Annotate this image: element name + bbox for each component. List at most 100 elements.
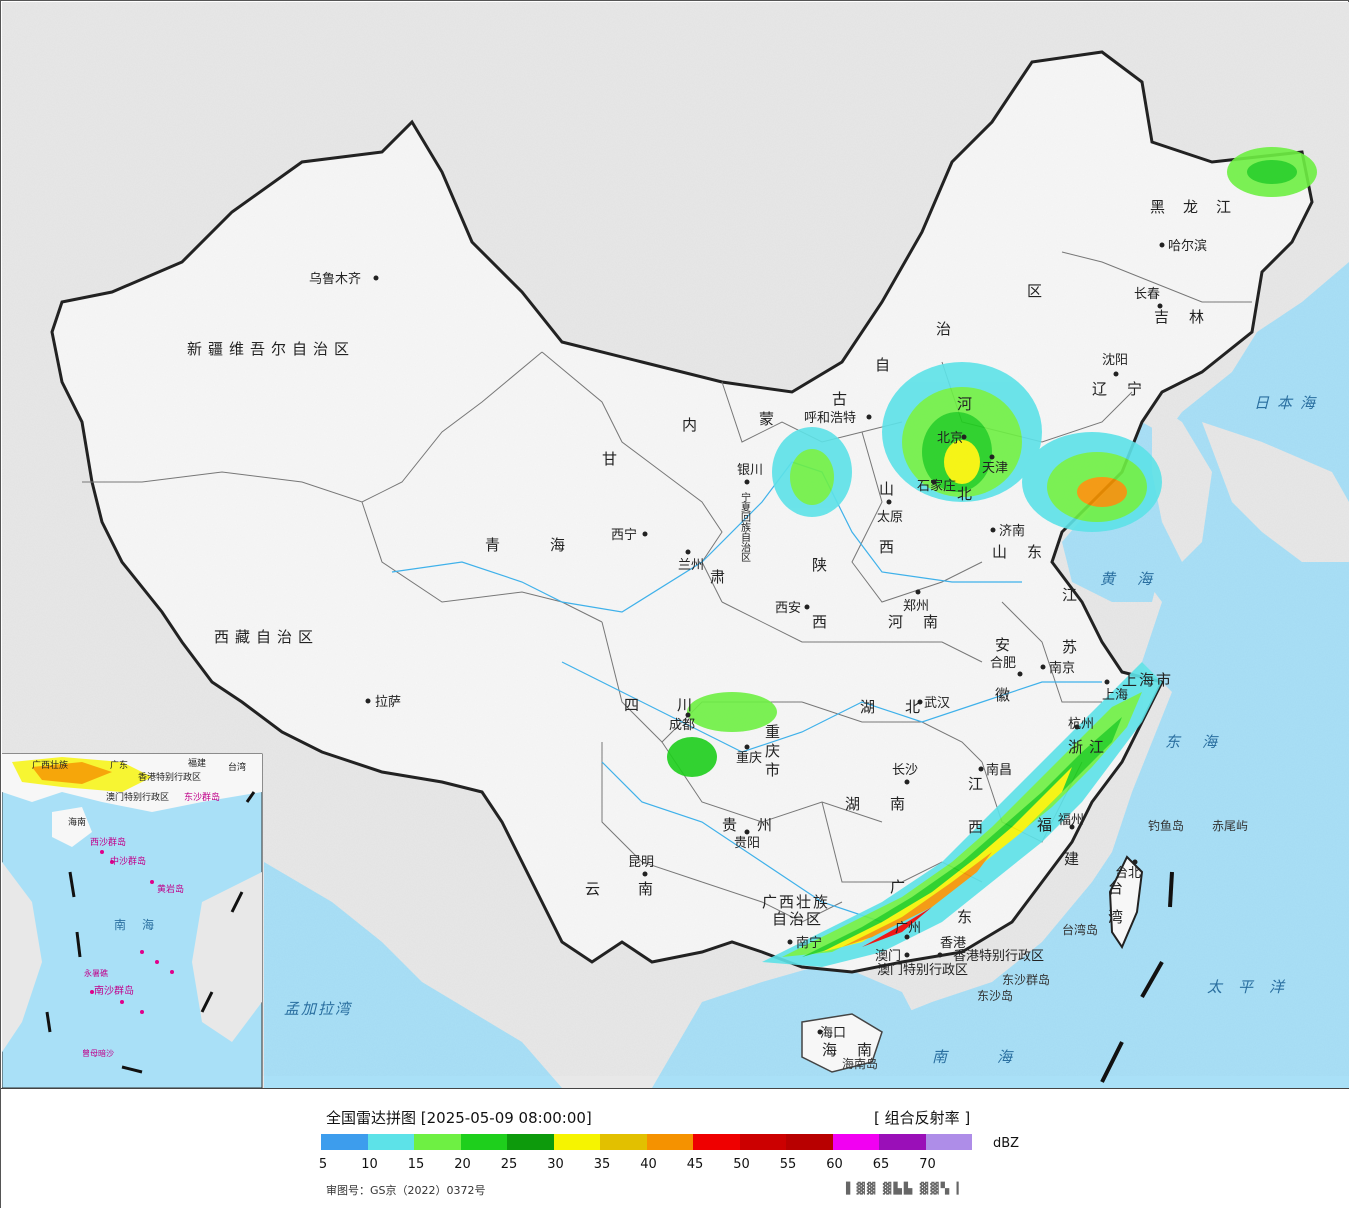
city-harbin: 哈尔滨 xyxy=(1168,238,1207,254)
label-gansu-2: 肃 xyxy=(710,568,731,586)
label-guangdong-2: 东 xyxy=(957,908,978,926)
city-hefei: 合肥 xyxy=(990,656,1016,671)
sea-east: 东海 xyxy=(1165,733,1239,751)
inset-nansha: 南沙群岛 xyxy=(94,984,134,997)
tick-label-20: 20 xyxy=(454,1157,471,1172)
tick-label-65: 65 xyxy=(872,1157,890,1172)
city-yinchuan: 银川 xyxy=(737,463,763,478)
city-taipei: 台北 xyxy=(1115,866,1141,881)
tick-label-5: 5 xyxy=(318,1157,328,1172)
city-shenyang: 沈阳 xyxy=(1102,353,1128,368)
tick-label-30: 30 xyxy=(547,1157,564,1172)
label-shanxi-2: 西 xyxy=(879,538,900,556)
color-segment-3 xyxy=(460,1134,507,1150)
inset-yongshu: 永暑礁 xyxy=(84,968,108,978)
city-changsha: 长沙 xyxy=(892,763,918,778)
radar-echoes xyxy=(667,147,1317,967)
label-shaanxi-2: 西 xyxy=(812,613,833,631)
label-henan: 河南 xyxy=(888,613,958,631)
legend-title: 全国雷达拼图 [2025-05-09 08:00:00] xyxy=(326,1109,592,1127)
label-hainan: 海南 xyxy=(822,1041,892,1059)
label-jiangxi-1: 江 xyxy=(968,775,989,793)
color-segment-9 xyxy=(739,1134,786,1150)
city-shijiazhuang: 石家庄 xyxy=(917,478,956,494)
label-hubei: 湖北 xyxy=(860,698,950,716)
city-shanghai: 上海 xyxy=(1102,688,1128,703)
label-xizang: 西藏自治区 xyxy=(214,628,319,646)
tick-label-50: 50 xyxy=(733,1157,750,1172)
inset-hk: 香港特别行政区 xyxy=(138,771,201,783)
island-labels: 钓鱼岛 赤尾屿 台湾岛 东沙群岛 东沙岛 海南岛 xyxy=(842,818,1248,1071)
city-lhasa: 拉萨 xyxy=(375,695,401,710)
city-hohhot: 呼和浩特 xyxy=(804,411,856,426)
label-hebei-2: 北 xyxy=(957,485,978,503)
city-labels: 乌鲁木齐 拉萨 西宁 兰州 银川 呼和浩特 太原 石家庄 北京 天津 西安 郑州… xyxy=(309,238,1207,1041)
label-neimeng-3: 古 xyxy=(832,390,853,408)
sea-labels: 日本海 黄海 东海 太平洋 南海 孟加拉湾 xyxy=(284,394,1323,1066)
label-shanxi-1: 山 xyxy=(879,480,900,498)
city-xining: 西宁 xyxy=(611,527,637,543)
inset-guangdong: 广东 xyxy=(110,759,128,771)
color-segment-5 xyxy=(553,1134,600,1150)
color-scale-bar xyxy=(321,1134,972,1150)
tick-label-35: 35 xyxy=(593,1157,611,1172)
city-haikou: 海口 xyxy=(820,1026,846,1041)
rivers xyxy=(391,461,1102,923)
label-liaoning: 辽宁 xyxy=(1092,380,1162,398)
city-guiyang: 贵阳 xyxy=(734,836,760,851)
inset-islands xyxy=(90,850,174,1014)
label-macau-sar: 澳门特别行政区 xyxy=(877,962,968,978)
label-anhui-1: 安 xyxy=(995,636,1016,654)
island-dongsha-group: 东沙群岛 xyxy=(1002,972,1050,987)
label-guangdong-1: 广 xyxy=(890,878,911,896)
label-hunan: 湖南 xyxy=(845,795,935,813)
label-neimeng-2: 蒙 xyxy=(759,410,780,428)
tick-label-25: 25 xyxy=(500,1157,518,1172)
label-sichuan: 四川 xyxy=(624,696,730,714)
label-shandong: 山东 xyxy=(992,543,1062,561)
city-markers xyxy=(365,242,1165,1035)
watermark: ▌▓▓ ▓▙▙ ▓▓▚ ▎ xyxy=(846,1182,968,1195)
city-xian: 西安 xyxy=(775,601,801,616)
label-ningxia: 宁夏回族自治区 xyxy=(739,491,751,562)
label-zhejiang: 浙江 xyxy=(1068,738,1110,756)
label-xinjiang: 新疆维吾尔自治区 xyxy=(187,340,355,358)
city-macau: 澳门 xyxy=(875,948,901,964)
sea-yellow: 黄海 xyxy=(1100,570,1174,588)
color-segment-7 xyxy=(646,1134,693,1150)
inset-hainan: 海南 xyxy=(68,816,86,828)
sea-bengal: 孟加拉湾 xyxy=(284,1000,353,1018)
china-radar-map: 新疆维吾尔自治区 西藏自治区 青海 甘 肃 内 蒙 古 自 治 区 黑龙江 吉林… xyxy=(2,2,1349,1088)
inset-xisha: 西沙群岛 xyxy=(90,836,126,848)
city-nanning: 南宁 xyxy=(796,935,822,951)
label-neimeng-5: 治 xyxy=(936,320,957,338)
city-chengdu: 成都 xyxy=(669,718,695,733)
label-fujian-1: 福 xyxy=(1037,816,1058,834)
island-hainan: 海南岛 xyxy=(842,1056,878,1071)
tick-label-60: 60 xyxy=(826,1157,843,1172)
color-segment-11 xyxy=(832,1134,879,1150)
sea-japan: 日本海 xyxy=(1254,394,1323,412)
south-china-sea-inset xyxy=(2,753,263,1088)
city-beijing: 北京 xyxy=(937,431,963,446)
label-fujian-2: 建 xyxy=(1064,850,1085,868)
color-segment-13 xyxy=(925,1134,972,1150)
hainan-land xyxy=(801,1013,883,1073)
label-qinghai: 青海 xyxy=(485,536,615,554)
legend-product: [ 组合反射率 ] xyxy=(874,1109,971,1127)
color-segment-2 xyxy=(414,1134,461,1150)
inset-macau: 澳门特别行政区 xyxy=(106,791,169,803)
taiwan-land xyxy=(1108,855,1144,950)
city-wuhan: 武汉 xyxy=(924,696,950,711)
label-jiangsu-2: 苏 xyxy=(1062,638,1083,656)
city-taiyuan: 太原 xyxy=(877,510,903,525)
inset-zengmu: 曾母暗沙 xyxy=(82,1048,114,1058)
city-nanjing: 南京 xyxy=(1049,660,1075,676)
tick-label-40: 40 xyxy=(640,1157,657,1172)
nine-dash-line xyxy=(45,791,256,1074)
sea-pacific: 太平洋 xyxy=(1207,978,1300,996)
label-neimeng-1: 内 xyxy=(682,416,703,434)
tick-label-55: 55 xyxy=(779,1157,797,1172)
color-segment-0 xyxy=(321,1134,368,1150)
